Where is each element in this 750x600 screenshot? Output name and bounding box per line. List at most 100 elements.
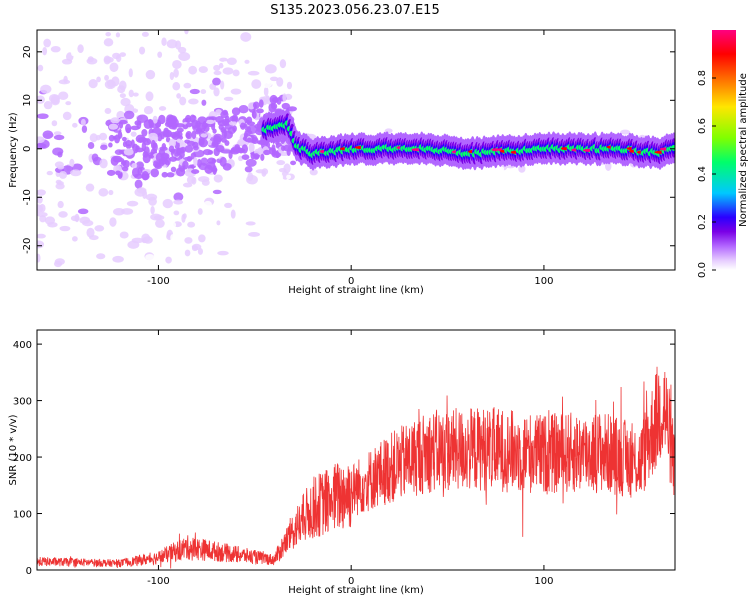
- heat-cell: [245, 119, 251, 124]
- heat-cell: [108, 142, 113, 148]
- heat-cell: [203, 125, 210, 132]
- heat-cell: [232, 69, 240, 77]
- heat-cell: [276, 160, 286, 166]
- snr-xlabel: Height of straight line (km): [288, 585, 424, 596]
- heat-cell: [82, 192, 89, 197]
- heat-cell: [367, 163, 375, 173]
- heat-cell: [96, 76, 101, 83]
- heat-cell: [98, 188, 109, 197]
- heat-cell: [166, 39, 178, 49]
- heat-cell: [158, 157, 169, 165]
- heat-cell: [164, 74, 169, 82]
- heat-cell: [212, 128, 217, 134]
- heat-cell: [263, 149, 271, 156]
- heat-cell: [201, 99, 207, 106]
- heat-cell: [155, 219, 165, 228]
- heat-cell: [252, 110, 257, 119]
- heat-cell: [54, 247, 60, 255]
- heat-cell: [37, 136, 45, 144]
- heat-cell: [203, 59, 215, 65]
- heat-cell: [119, 52, 127, 57]
- heat-cell: [96, 253, 106, 260]
- heat-cell: [260, 153, 265, 161]
- heat-cell: [230, 209, 236, 219]
- heat-cell: [248, 232, 260, 237]
- heat-cell: [258, 99, 264, 108]
- heat-cell: [287, 106, 297, 112]
- heat-cell: [143, 236, 153, 244]
- heat-cell: [135, 145, 140, 150]
- heat-cell: [37, 189, 46, 196]
- heat-cell: [74, 213, 80, 223]
- x-tick-label: -100: [147, 576, 170, 587]
- heat-cell: [212, 189, 222, 195]
- heat-cell: [212, 165, 217, 175]
- heat-cell: [114, 134, 121, 144]
- heat-cell: [229, 115, 238, 122]
- heat-cell: [57, 164, 65, 170]
- heat-cell: [176, 127, 184, 133]
- colorbar: 0.0 0.2 0.4 0.6 0.8 Normalized spectral ampl…: [697, 30, 749, 278]
- heat-cell: [290, 160, 297, 166]
- heat-cell: [251, 137, 259, 144]
- heat-cell: [128, 89, 134, 98]
- heat-cell: [87, 141, 95, 149]
- heat-cell: [241, 144, 249, 154]
- heat-cell: [128, 68, 133, 78]
- heat-cell: [153, 160, 159, 166]
- heat-cell: [401, 163, 407, 173]
- heat-cell: [173, 68, 179, 78]
- heat-cell: [42, 130, 54, 140]
- heat-cell: [37, 64, 44, 72]
- heat-cell: [186, 155, 192, 162]
- heat-cell: [119, 231, 129, 239]
- heat-cell: [118, 119, 128, 125]
- heat-cell: [123, 148, 134, 156]
- heat-cell: [99, 132, 108, 141]
- heat-cell: [189, 114, 196, 123]
- heat-cell: [518, 164, 526, 173]
- heat-cell: [161, 171, 168, 178]
- y-tick-label: 100: [13, 510, 32, 521]
- heat-cell: [272, 179, 284, 188]
- heat-cell: [58, 250, 68, 260]
- heat-cell: [58, 211, 68, 218]
- heat-cell: [247, 172, 254, 182]
- heat-cell: [276, 96, 282, 105]
- snr-series-line: [37, 366, 675, 569]
- heat-cell: [150, 205, 155, 215]
- heat-cell: [120, 97, 131, 107]
- heat-cell: [130, 125, 140, 131]
- heat-cell: [224, 202, 233, 208]
- heat-cell: [148, 154, 155, 159]
- heat-cell: [81, 125, 88, 133]
- heat-cell: [620, 129, 631, 135]
- heat-cell: [197, 247, 204, 255]
- heat-cell: [145, 69, 156, 80]
- heat-cell: [168, 145, 175, 153]
- heat-cell: [112, 255, 124, 263]
- heat-cell: [231, 107, 241, 116]
- heat-cell: [114, 157, 125, 162]
- heat-cell: [226, 57, 237, 66]
- heat-cell: [131, 162, 138, 169]
- heat-cell: [62, 111, 72, 121]
- heat-cell: [261, 168, 269, 175]
- heat-cell: [126, 200, 139, 207]
- heat-cell: [280, 145, 286, 151]
- heat-cell: [552, 125, 565, 135]
- y-tick-label: 0: [26, 566, 32, 577]
- heat-cell: [70, 30, 82, 38]
- heat-cell: [108, 189, 114, 196]
- heat-cell: [37, 143, 47, 149]
- heat-cell: [136, 209, 146, 218]
- heat-cell: [103, 38, 114, 47]
- heat-cell: [670, 145, 675, 151]
- heat-cell: [197, 208, 203, 215]
- x-tick-label: 100: [534, 576, 553, 587]
- heat-cell: [37, 95, 45, 104]
- heat-cell: [213, 135, 222, 145]
- heat-cell: [191, 169, 200, 174]
- heat-cell: [270, 102, 275, 108]
